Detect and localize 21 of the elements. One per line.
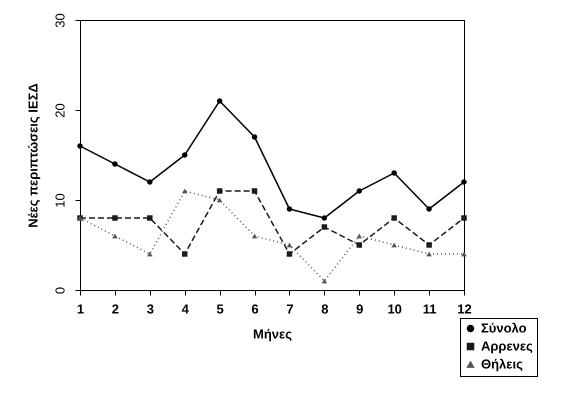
- x-tick-label: 2: [112, 302, 120, 316]
- x-tick-label: 8: [321, 302, 328, 316]
- y-tick-label: 0: [52, 286, 68, 294]
- x-tick-label: 10: [387, 302, 402, 316]
- x-tick-label: 1: [76, 302, 84, 316]
- y-tick-label: 30: [52, 13, 68, 28]
- legend-label: Αρρενες: [481, 338, 534, 354]
- x-tick-label: 9: [356, 302, 364, 316]
- x-tick-label: 6: [251, 302, 259, 316]
- x-tick-label: 11: [422, 302, 436, 316]
- x-tick-label: 5: [216, 302, 224, 316]
- x-axis-title: Μήνες: [253, 326, 292, 342]
- x-tick-label: 7: [286, 302, 294, 316]
- y-axis-title: Νέες περιπτώσεις ΙΕΣΔ: [26, 83, 40, 228]
- y-tick-label: 20: [52, 103, 68, 118]
- x-tick-label: 12: [457, 302, 472, 316]
- y-tick-label: 10: [52, 193, 68, 208]
- x-tick-label: 4: [182, 302, 190, 316]
- x-tick-label: 3: [146, 302, 154, 316]
- legend-label: Σύνολο: [481, 320, 527, 336]
- legend-label: Θήλεις: [481, 356, 524, 372]
